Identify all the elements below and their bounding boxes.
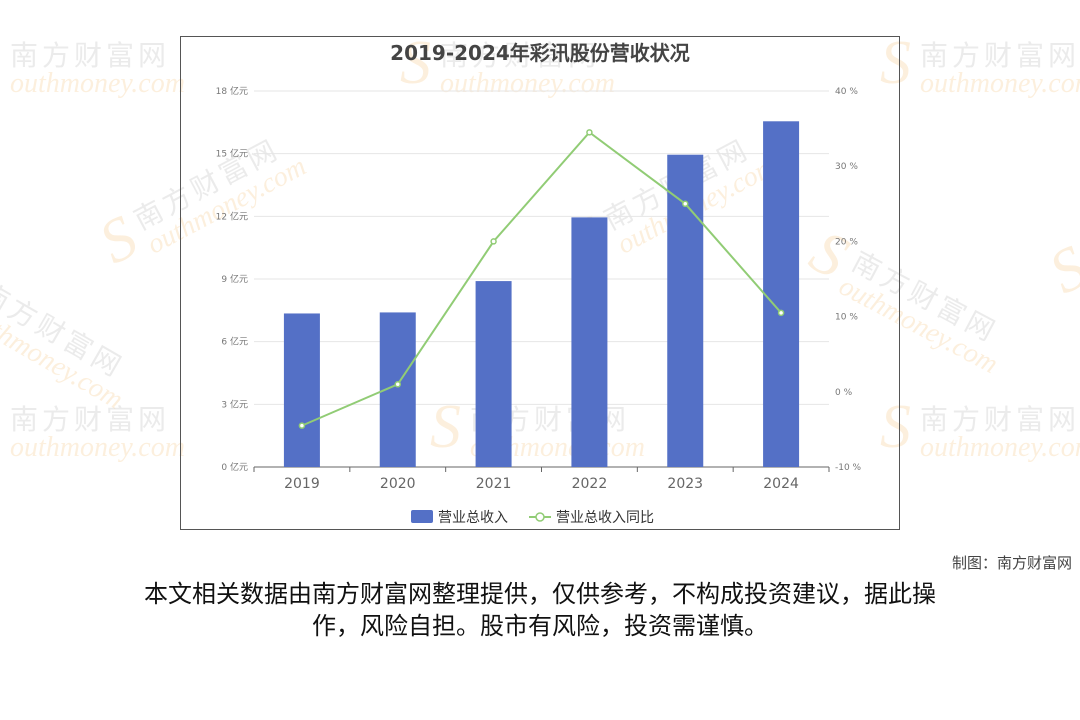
yoy-point [586,129,593,136]
watermark-en: outhmoney.com [10,68,185,99]
watermark-en: outhmoney.com [10,432,185,463]
legend-label-yoy: 营业总收入同比 [556,510,654,526]
x-tick-label: 2021 [476,476,512,492]
chart-title: 2019-2024年彩讯股份营收状况 [390,41,690,65]
axes: 0 亿元 3 亿元 6 亿元 9 亿元 12 亿元 15 亿元 18 亿元 -10 % 0 % 1… [216,85,862,492]
y-right-tick-label: 10 % [835,313,858,323]
line-series [298,129,785,429]
y-right-tick-label: 20 % [835,237,858,247]
revenue-bar [283,313,320,467]
revenue-bar [763,121,800,468]
y-right-tick-label: -10 % [835,463,862,473]
watermark-cn: 南方财富网 [1076,158,1080,268]
chart-frame: 2019-2024年彩讯股份营收状况 0 亿元 3 亿元 6 亿元 9 亿元 12 亿元… [180,36,900,530]
yoy-point [777,309,785,317]
y-right-tick-label: 40 % [835,87,858,97]
revenue-bar [475,281,512,467]
chart-credit: 制图：南方财富网 [951,554,1072,572]
yoy-point [394,381,401,388]
y-left-tick-label: 3 亿元 [221,398,248,410]
y-left-tick-label: 0 亿元 [221,461,248,473]
y-left-tick-label: 9 亿元 [221,273,248,285]
watermark-en: outhmoney.com [0,301,129,416]
y-right-tick-label: 0 % [835,388,853,398]
y-right-tick-label: 30 % [835,162,858,172]
watermark-initial: S [88,202,148,278]
revenue-chart: 2019-2024年彩讯股份营收状况 0 亿元 3 亿元 6 亿元 9 亿元 12 亿元… [216,41,862,526]
watermark-cn: 南方财富网 [10,403,171,436]
y-left-tick-label: 12 亿元 [216,210,248,222]
disclaimer-line-1: 本文相关数据由南方财富网整理提供，仅供参考，不构成投资建议，据此操 [144,580,936,608]
watermark-initial: S [0,32,1,94]
legend-label-revenue: 营业总收入 [438,510,508,526]
watermark-en: outhmoney.com [920,432,1080,463]
watermark-initial: S [0,396,1,458]
yoy-point [490,238,497,245]
disclaimer: 本文相关数据由南方财富网整理提供，仅供参考，不构成投资建议，据此操 作，风险自担… [80,578,1000,642]
y-left-tick-label: 18 亿元 [216,85,248,97]
yoy-point [682,200,689,208]
watermark-cn: 南方财富网 [920,39,1080,72]
yoy-point [298,422,306,429]
x-tick-label: 2019 [284,476,320,492]
bar-series [283,121,800,468]
yoy-line [301,131,782,427]
watermark-cn: 南方财富网 [920,403,1080,436]
disclaimer-line-2: 作，风险自担。股市有风险，投资需谨慎。 [312,612,768,640]
y-left-tick-label: 6 亿元 [221,336,248,348]
x-tick-label: 2023 [667,476,703,492]
revenue-bar [571,217,608,467]
legend-swatch-revenue [411,510,433,523]
watermark-cn: 南方财富网 [10,39,171,72]
x-tick-label: 2022 [572,476,608,492]
legend-swatch-yoy-marker [535,512,545,522]
legend[interactable]: 营业总收入 营业总收入同比 [411,510,654,526]
watermark-cn: 南方财富网 [0,276,130,385]
watermark-initial: S [1038,232,1080,308]
watermark-en: outhmoney.com [920,68,1080,99]
y-left-tick-label: 15 亿元 [216,148,248,160]
x-tick-label: 2024 [763,476,799,492]
grid-lines [254,90,829,405]
x-tick-label: 2020 [380,476,416,492]
